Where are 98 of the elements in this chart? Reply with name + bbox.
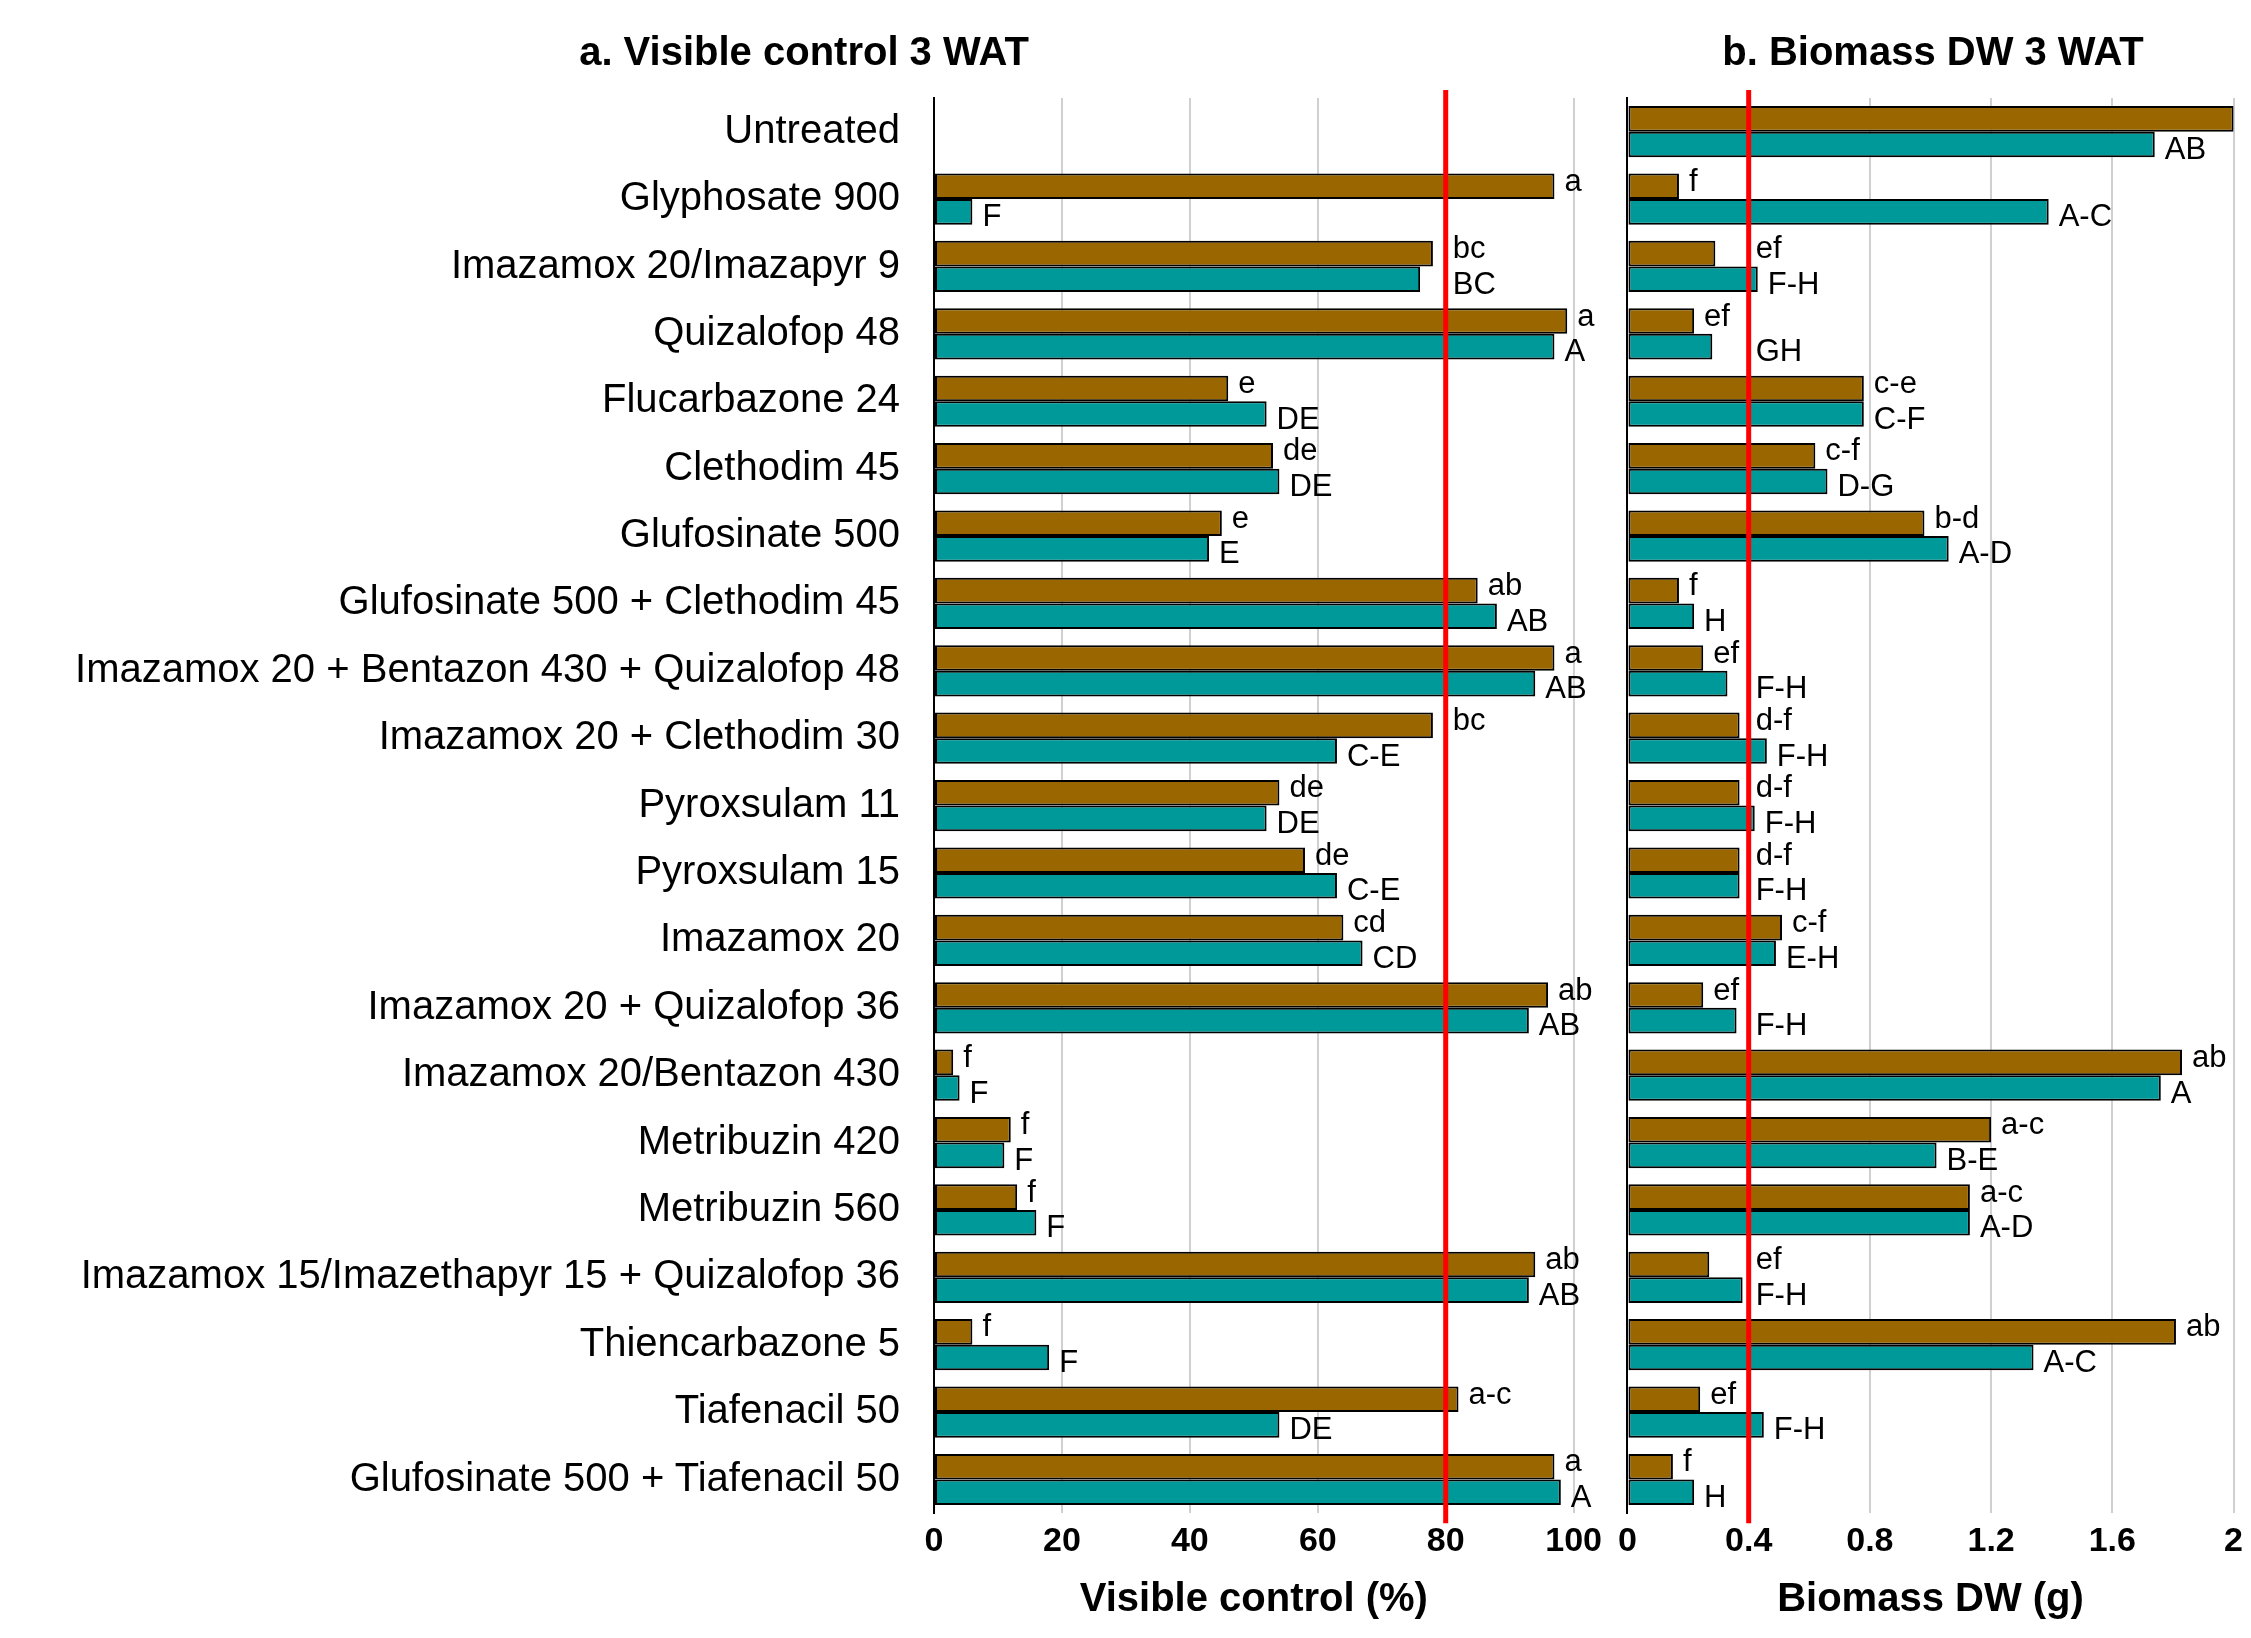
x-tick-label: 1.2: [1967, 1519, 2015, 1558]
x-tick-label: 2: [2224, 1519, 2244, 1558]
y-tick-label: Glyphosate 900: [619, 174, 900, 219]
data-label: C-F: [1873, 400, 1926, 436]
y-tick-label: Flucarbazone 24: [602, 376, 900, 421]
data-label: F-H: [1755, 1276, 1808, 1312]
y-tick-label: Thiencarbazone 5: [579, 1319, 900, 1364]
y-tick-label: Imazamox 20/Imazapyr 9: [450, 241, 900, 286]
data-label: e: [1231, 499, 1250, 535]
data-label: ab: [2192, 1038, 2227, 1074]
chart-title: a. Visible control 3 WAT: [579, 29, 1029, 74]
data-label: E: [1219, 535, 1240, 571]
data-label: F-H: [1767, 265, 1820, 301]
y-tick-label: Quizalofop 48: [653, 308, 900, 353]
y-tick-label: Metribuzin 560: [637, 1184, 900, 1229]
y-tick-label: Imazamox 15/Imazethapyr 15 + Quizalofop 36: [80, 1252, 900, 1297]
x-tick-label: 100: [1545, 1519, 1602, 1558]
data-label: E-H: [1785, 939, 1840, 975]
data-label: a: [1577, 297, 1596, 333]
y-tick-label: Glufosinate 500: [619, 511, 900, 556]
data-label: a: [1564, 634, 1583, 670]
data-label: f: [982, 1308, 992, 1344]
data-label: A: [1564, 333, 1586, 369]
data-label: bc: [1452, 701, 1486, 737]
x-tick-label: 1.6: [2088, 1519, 2136, 1558]
data-label: F: [969, 1074, 989, 1110]
data-label: ef: [1755, 1241, 1782, 1277]
x-tick-label: 0: [1617, 1519, 1637, 1558]
x-tick-label: 0.8: [1846, 1519, 1894, 1558]
data-label: F: [1046, 1209, 1066, 1245]
data-label: de: [1289, 769, 1324, 805]
data-label: ef: [1713, 971, 1740, 1007]
data-label: f: [1020, 1106, 1030, 1142]
data-label: F: [1059, 1344, 1079, 1380]
data-label: AB: [1538, 1007, 1581, 1043]
data-label: A-D: [1979, 1209, 2034, 1245]
data-label: ab: [2185, 1308, 2221, 1344]
y-tick-label: Pyroxsulam 11: [638, 780, 900, 825]
data-label: C-E: [1346, 737, 1401, 773]
data-label: BC: [1452, 265, 1496, 301]
y-tick-label: Untreated: [724, 106, 900, 151]
x-tick-label: 60: [1298, 1519, 1337, 1558]
chart-title: b. Biomass DW 3 WAT: [1722, 29, 2144, 74]
data-label: GH: [1755, 333, 1803, 369]
x-tick-label: 40: [1170, 1519, 1209, 1558]
y-tick-label: Imazamox 20 + Bentazon 430 + Quizalofop 48: [75, 645, 900, 690]
data-label: ef: [1755, 230, 1782, 266]
data-label: DE: [1289, 1411, 1333, 1447]
y-tick-label: Imazamox 20/Bentazon 430: [401, 1050, 900, 1095]
x-tick-label: 80: [1426, 1519, 1465, 1558]
data-label: H: [1704, 1478, 1727, 1514]
y-tick-label: Imazamox 20 + Quizalofop 36: [367, 982, 900, 1027]
data-label: f: [1682, 1443, 1692, 1479]
data-label: CD: [1372, 939, 1418, 975]
data-label: A-C: [2043, 1344, 2097, 1380]
data-label: a-c: [2001, 1106, 2045, 1142]
data-label: bc: [1452, 230, 1486, 266]
data-label: f: [1688, 567, 1698, 603]
x-axis-title: Biomass DW (g): [1777, 1575, 2084, 1620]
data-label: A: [2170, 1074, 2192, 1110]
x-tick-label: 0.4: [1725, 1519, 1773, 1558]
data-label: AB: [2164, 131, 2207, 167]
data-label: ab: [1558, 971, 1593, 1007]
data-label: c-f: [1825, 432, 1861, 468]
y-tick-label: Glufosinate 500 + Clethodim 45: [338, 578, 900, 623]
data-label: A: [1570, 1478, 1592, 1514]
data-label: AB: [1545, 670, 1587, 706]
data-label: A-D: [1958, 535, 2013, 571]
y-tick-label: Clethodim 45: [664, 443, 900, 488]
data-label: F-H: [1773, 1411, 1826, 1447]
y-tick-label: Imazamox 20: [659, 915, 900, 960]
data-label: ef: [1704, 297, 1731, 333]
data-label: ef: [1710, 1375, 1737, 1411]
data-label: AB: [1538, 1276, 1581, 1312]
data-label: A-C: [2058, 198, 2113, 234]
data-label: F: [982, 198, 1002, 234]
data-label: DE: [1289, 468, 1333, 503]
data-label: c-e: [1873, 365, 1917, 400]
x-tick-label: 0: [924, 1519, 944, 1558]
data-label: f: [963, 1038, 973, 1074]
data-label: ab: [1487, 567, 1523, 603]
y-tick-label: Tiafenacil 50: [674, 1387, 900, 1432]
data-label: a-c: [1468, 1375, 1512, 1411]
data-label: F-H: [1755, 1007, 1808, 1043]
y-tick-label: Imazamox 20 + Clethodim 30: [378, 713, 900, 758]
data-label: a: [1564, 1443, 1583, 1479]
data-label: D-G: [1837, 468, 1895, 503]
x-tick-label: 20: [1043, 1519, 1081, 1558]
data-label: ab: [1545, 1241, 1580, 1277]
x-axis-title: Visible control (%): [1079, 1575, 1428, 1620]
data-label: b-d: [1934, 499, 1980, 535]
data-label: AB: [1506, 602, 1549, 638]
data-label: a: [1564, 162, 1583, 198]
y-tick-label: Pyroxsulam 15: [635, 848, 900, 893]
y-tick-label: Metribuzin 420: [637, 1117, 900, 1162]
data-label: f: [1688, 162, 1698, 198]
y-tick-label: Glufosinate 500 + Tiafenacil 50: [349, 1454, 900, 1499]
data-label: e: [1238, 365, 1256, 400]
